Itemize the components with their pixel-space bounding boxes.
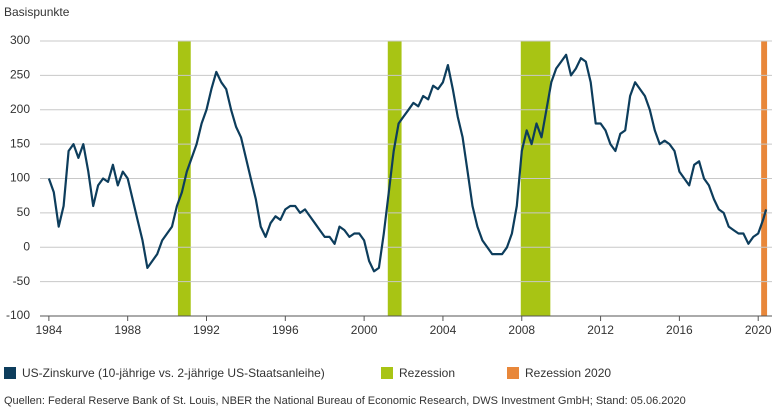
y-tick-label: 200 — [10, 102, 30, 116]
x-tick-label: 2004 — [430, 323, 457, 337]
x-tick-label: 2020 — [745, 323, 772, 337]
y-tick-label: 100 — [10, 171, 30, 185]
legend-label: US-Zinskurve (10-jährige vs. 2-jährige U… — [22, 366, 325, 380]
y-tick-label: 50 — [17, 205, 31, 219]
x-tick-label: 1984 — [36, 323, 63, 337]
source: Quellen: Federal Reserve Bank of St. Lou… — [4, 395, 686, 407]
x-tick-label: 1996 — [272, 323, 299, 337]
y-axis-label: Basispunkte — [4, 5, 70, 19]
legend-swatch — [507, 367, 519, 379]
x-tick-label: 1988 — [114, 323, 141, 337]
legend-swatch — [381, 367, 393, 379]
y-tick-label: 250 — [10, 68, 30, 82]
x-tick-label: 1992 — [193, 323, 220, 337]
legend-label: Rezession 2020 — [525, 366, 611, 380]
y-tick-label: 300 — [10, 33, 30, 47]
y-tick-label: 0 — [23, 239, 30, 253]
x-tick-label: 2000 — [351, 323, 378, 337]
x-tick-label: 2008 — [508, 323, 535, 337]
legend-label: Rezession — [399, 366, 455, 380]
y-tick-label: -50 — [13, 274, 31, 288]
x-tick-label: 2016 — [666, 323, 693, 337]
y-tick-label: 150 — [10, 136, 30, 150]
x-tick-label: 2012 — [587, 323, 614, 337]
legend-swatch — [4, 367, 16, 379]
yield-curve-line — [47, 53, 768, 273]
y-tick-label: -100 — [6, 308, 30, 322]
